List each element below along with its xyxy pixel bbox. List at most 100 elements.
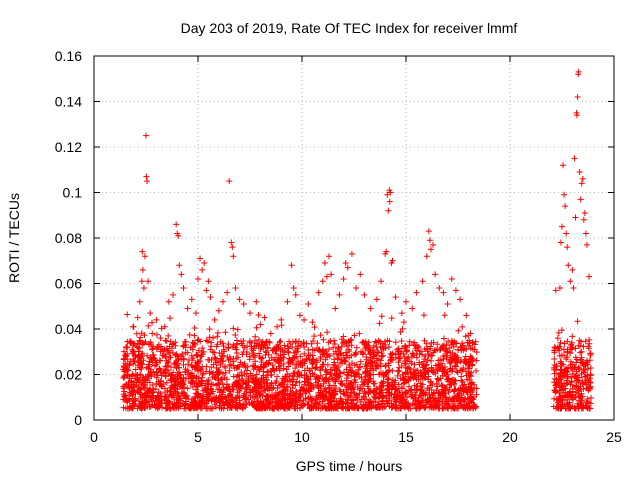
data-point-background: [436, 390, 443, 397]
data-point-background: [302, 395, 309, 402]
data-point-background: [430, 339, 437, 346]
x-tick-label: 0: [90, 429, 98, 445]
data-point-background: [568, 339, 575, 346]
data-point-background: [162, 389, 169, 396]
data-point-background: [234, 391, 241, 398]
data-point-background: [121, 388, 128, 395]
data-point-background: [301, 401, 308, 408]
data-point-background: [557, 358, 564, 365]
data-point-background: [447, 360, 454, 367]
data-point-background: [338, 336, 345, 343]
data-point-background: [369, 358, 376, 365]
data-point-background: [402, 398, 409, 405]
data-point-background: [432, 395, 439, 402]
data-point-background: [232, 332, 239, 339]
data-point-background: [396, 389, 403, 396]
data-point-background: [189, 372, 196, 379]
data-point-background: [289, 354, 296, 361]
data-point-background: [167, 315, 174, 322]
data-point-background: [220, 343, 227, 350]
data-point: [440, 289, 447, 296]
data-point: [228, 239, 235, 246]
data-point-background: [333, 371, 340, 378]
data-point-background: [155, 378, 162, 385]
data-point-background: [587, 350, 594, 357]
data-point-background: [330, 344, 337, 351]
data-point-background: [241, 371, 248, 378]
data-point-background: [289, 344, 296, 351]
data-point-background: [463, 358, 470, 365]
data-point-background: [465, 363, 472, 370]
data-point-background: [563, 399, 570, 406]
data-point-background: [219, 340, 226, 347]
data-point: [398, 310, 405, 317]
data-point-background: [469, 356, 476, 363]
data-point-background: [452, 363, 459, 370]
data-point-background: [395, 345, 402, 352]
data-point: [253, 298, 260, 305]
data-point-background: [302, 390, 309, 397]
data-point-background: [336, 386, 343, 393]
data-point-background: [357, 348, 364, 355]
data-point-background: [309, 346, 316, 353]
data-point-background: [184, 392, 191, 399]
data-point-background: [373, 365, 380, 372]
data-point-background: [304, 401, 311, 408]
data-point-background: [372, 338, 379, 345]
data-point-background: [327, 370, 334, 377]
data-point-background: [230, 381, 237, 388]
data-point-background: [367, 354, 374, 361]
data-point-background: [447, 354, 454, 361]
data-point-background: [243, 367, 250, 374]
data-point-background: [221, 374, 228, 381]
data-point-background: [274, 385, 281, 392]
data-point-background: [569, 361, 576, 368]
data-point-background: [552, 389, 559, 396]
data-point-background: [148, 366, 155, 373]
data-point-background: [255, 402, 262, 409]
data-point-background: [370, 342, 377, 349]
data-point: [315, 289, 322, 296]
data-point: [448, 275, 455, 282]
data-point-background: [340, 369, 347, 376]
data-point-background: [312, 395, 319, 402]
data-point-background: [268, 380, 275, 387]
data-point-background: [132, 366, 139, 373]
data-point-background: [220, 370, 227, 377]
data-point: [143, 132, 149, 139]
data-point-background: [278, 401, 285, 408]
data-point-background: [395, 405, 402, 412]
data-point-background: [157, 348, 164, 355]
data-point: [323, 273, 330, 280]
data-point: [122, 366, 129, 373]
data-point-background: [572, 364, 579, 371]
data-point-background: [424, 357, 431, 364]
data-point-background: [312, 404, 319, 411]
data-point-background: [419, 374, 426, 381]
data-point-background: [399, 325, 406, 332]
data-point-background: [202, 387, 209, 394]
data-point-background: [225, 345, 232, 352]
data-point-background: [449, 376, 456, 383]
data-point: [224, 289, 231, 296]
data-point-background: [360, 381, 367, 388]
data-point-background: [317, 394, 324, 401]
data-point-background: [285, 348, 292, 355]
data-point-background: [296, 379, 303, 386]
data-point-background: [297, 391, 304, 398]
data-point-background: [311, 324, 318, 331]
data-point-background: [235, 377, 242, 384]
data-point-background: [294, 358, 301, 365]
data-point-background: [276, 339, 283, 346]
data-point-background: [427, 400, 434, 407]
data-point-background: [172, 342, 179, 349]
data-point-background: [429, 381, 436, 388]
data-point-background: [388, 356, 395, 363]
data-point-background: [249, 386, 256, 393]
data-point-background: [175, 404, 182, 411]
data-point-background: [301, 360, 308, 367]
data-point-background: [457, 387, 464, 394]
data-point-background: [455, 327, 462, 334]
data-point: [130, 323, 137, 330]
y-tick-label: 0.1: [63, 185, 83, 201]
